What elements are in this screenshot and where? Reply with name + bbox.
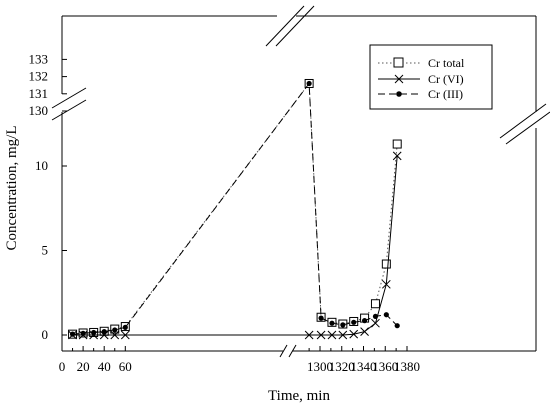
legend-label-cr-total: Cr total	[428, 56, 465, 70]
y-axis-title: Concentration, mg/L	[4, 126, 20, 251]
x-tick-label: 40	[98, 359, 111, 374]
series-line-cr-iii	[72, 82, 398, 335]
point-cr-vi	[381, 279, 391, 289]
point-cr-vi	[110, 330, 120, 340]
point-cr-iii	[122, 324, 128, 330]
y-tick-label: 130	[29, 103, 49, 118]
x-tick-label: 1380	[394, 359, 420, 374]
x-tick-label: 1360	[372, 359, 398, 374]
point-cr-iii	[394, 323, 400, 329]
y-tick-label: 133	[29, 51, 49, 66]
y-tick-label: 5	[42, 243, 49, 258]
x-tick-label: 0	[59, 359, 66, 374]
x-tick-label: 1340	[351, 359, 377, 374]
x-tick-label: 20	[77, 359, 90, 374]
y-tick-label: 131	[29, 86, 49, 101]
point-cr-total	[381, 259, 391, 269]
point-cr-total	[370, 299, 380, 309]
legend-marker-cr-iii	[396, 91, 402, 97]
point-cr-iii	[80, 330, 86, 336]
legend-label-cr-iii: Cr (III)	[428, 87, 463, 101]
point-cr-iii	[372, 313, 379, 320]
legend: Cr total Cr (VI) Cr (III)	[369, 44, 493, 110]
point-cr-vi	[316, 330, 326, 340]
x-axis-break-bottom	[279, 344, 297, 358]
x-axis-title: Time, min	[268, 388, 330, 404]
series-line-cr-total	[72, 82, 398, 335]
point-cr-vi	[327, 330, 337, 340]
point-cr-vi	[99, 330, 109, 340]
point-cr-iii	[318, 315, 324, 321]
y-axis-break-left	[51, 87, 87, 121]
point-cr-iii	[91, 329, 97, 336]
point-cr-iii	[101, 329, 107, 335]
point-cr-iii	[361, 318, 368, 324]
legend-box	[369, 44, 493, 110]
y-axis-break-right	[499, 103, 550, 145]
legend-marker-cr-vi	[394, 74, 404, 84]
y-tick-label: 132	[29, 69, 49, 84]
point-cr-vi	[371, 318, 380, 328]
legend-label-cr-vi: Cr (VI)	[428, 72, 464, 86]
point-cr-iii	[340, 322, 346, 328]
point-cr-iii	[306, 80, 312, 87]
x-axis-break-top	[265, 5, 315, 47]
point-cr-vi	[392, 151, 402, 161]
x-tick-label: 1300	[307, 359, 333, 374]
point-cr-total	[392, 139, 402, 149]
point-cr-iii	[329, 320, 335, 326]
x-tick-label: 1320	[329, 359, 355, 374]
y-tick-label: 0	[42, 327, 49, 342]
point-cr-vi	[360, 327, 369, 336]
point-cr-iii	[383, 312, 389, 318]
point-cr-iii	[351, 319, 357, 325]
point-cr-vi	[120, 330, 130, 340]
point-cr-vi	[338, 330, 348, 340]
point-cr-iii	[112, 327, 118, 333]
legend-marker-cr-total	[393, 57, 404, 68]
point-cr-iii	[69, 331, 76, 337]
x-tick-label: 60	[119, 359, 132, 374]
point-cr-vi	[349, 329, 359, 339]
y-tick-label: 10	[35, 158, 48, 173]
point-cr-vi	[304, 330, 314, 340]
